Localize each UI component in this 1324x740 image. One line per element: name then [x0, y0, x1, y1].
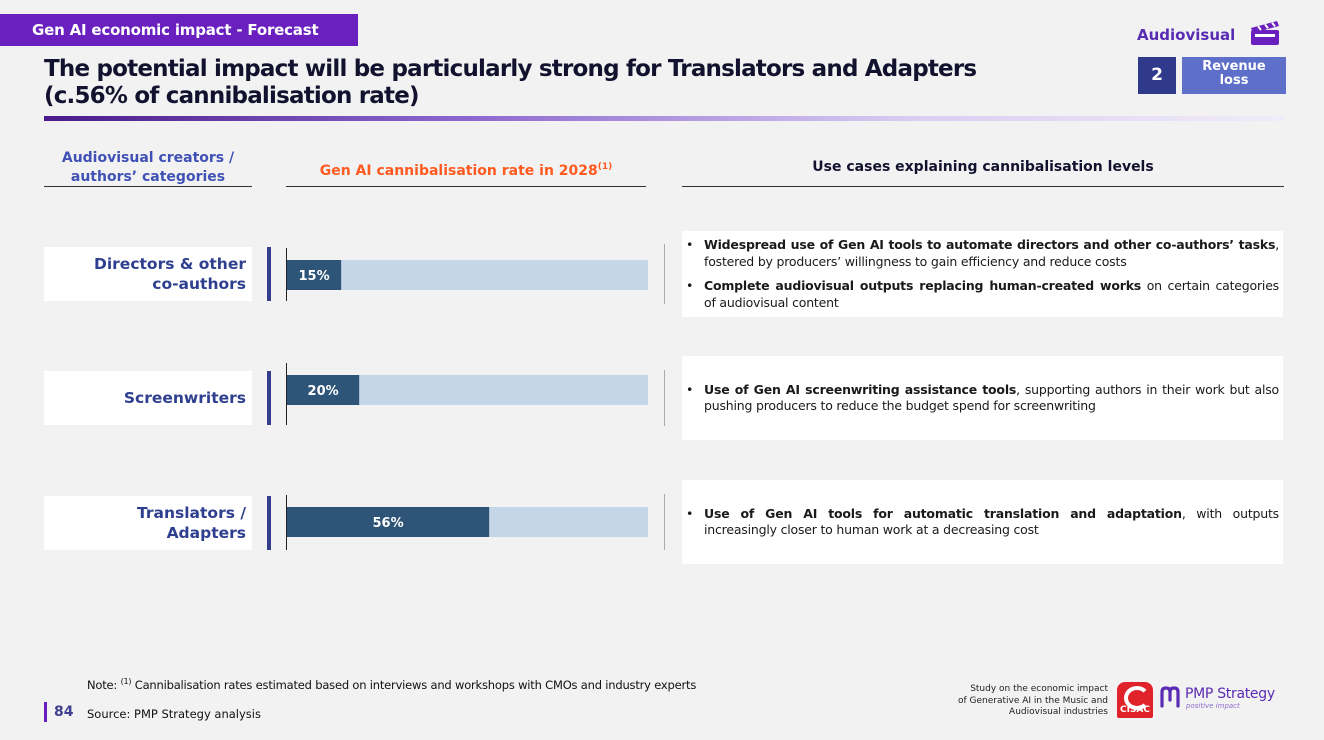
- use-case-text: on certain categories of audiovisual con…: [704, 278, 1279, 310]
- use-cases-column-header: Use cases explaining cannibalisation lev…: [812, 159, 1154, 175]
- category-accent-bar: [267, 371, 271, 425]
- clapperboard-icon: [1251, 21, 1279, 45]
- category-translators: Translators / Adapters: [44, 496, 252, 550]
- sector-label: Audiovisual: [1137, 26, 1236, 44]
- use-case-item: Use of Gen AI tools for automatic transl…: [686, 505, 1279, 539]
- category-accent-bar: [267, 247, 271, 301]
- step-label-line-1: Revenue: [1202, 59, 1266, 74]
- use-case-bold: Use of Gen AI tools for automatic transl…: [704, 505, 1182, 521]
- use-case-bold: Use of Gen AI screenwriting assistance t…: [704, 381, 1017, 397]
- bar-axis: [286, 363, 287, 425]
- use-cases-header-rule: [682, 186, 1284, 187]
- rate-header-text: Gen AI cannibalisation rate in 2028: [319, 163, 598, 179]
- source: Source: PMP Strategy analysis: [87, 707, 261, 721]
- pmp-logo-mark-icon: [1160, 686, 1180, 708]
- use-case-bold: Complete audiovisual outputs replacing h…: [704, 278, 1142, 293]
- use-cases-translators: Use of Gen AI tools for automatic transl…: [682, 480, 1283, 564]
- categories-header-rule: [44, 186, 252, 187]
- use-case-item: Widespread use of Gen AI tools to automa…: [686, 237, 1279, 270]
- pmp-logo: PMP Strategy: [1185, 686, 1275, 702]
- category-screenwriters: Screenwriters: [44, 371, 252, 425]
- step-label-line-2: loss: [1219, 73, 1249, 88]
- page-title: The potential impact will be particularl…: [44, 56, 1064, 110]
- bar: [287, 375, 360, 405]
- step-number: 2: [1138, 57, 1176, 94]
- bar: [287, 260, 342, 290]
- page-number: 84: [54, 704, 74, 720]
- bar-end-tick: [664, 494, 665, 550]
- bar-value-label: 15%: [299, 269, 330, 284]
- categories-header-line-2: authors’ categories: [70, 169, 226, 185]
- section-tag: Gen AI economic impact - Forecast: [0, 14, 358, 46]
- rate-column-header: Gen AI cannibalisation rate in 2028(1): [286, 158, 646, 181]
- category-line-1: Directors & other: [93, 255, 246, 273]
- page-number-accent: [44, 702, 47, 722]
- category-line-2: Adapters: [166, 524, 246, 542]
- use-case-text: , with outputs increasingly closer to hu…: [704, 505, 1279, 538]
- title-line-2: (c.56% of cannibalisation rate): [44, 83, 420, 109]
- bar-end-tick: [664, 370, 665, 426]
- footnote: Note: (1) Cannibalisation rates estimate…: [87, 677, 696, 692]
- rate-header-rule: [286, 186, 646, 187]
- use-case-item: Complete audiovisual outputs replacing h…: [686, 278, 1279, 311]
- note-text: Cannibalisation rates estimated based on…: [131, 678, 697, 692]
- title-line-1: The potential impact will be particularl…: [44, 56, 977, 82]
- pmp-tagline: positive impact: [1186, 702, 1240, 710]
- use-case-bold: Widespread use of Gen AI tools to automa…: [704, 237, 1276, 252]
- study-line-3: Audiovisual industries: [1009, 707, 1108, 717]
- use-cases-screenwriters: Use of Gen AI screenwriting assistance t…: [682, 356, 1283, 440]
- category-line-1: Screenwriters: [123, 389, 246, 407]
- bar-value-label: 20%: [308, 384, 339, 399]
- use-case-text: , fostered by producers’ willingness to …: [704, 237, 1279, 269]
- cisac-logo: CISAC: [1117, 682, 1153, 718]
- use-case-text: , supporting authors in their work but a…: [704, 381, 1279, 414]
- study-line-2: of Generative AI in the Music and: [957, 695, 1108, 706]
- category-line-1: Translators /: [137, 504, 246, 522]
- bar-axis: [286, 248, 287, 301]
- category-directors: Directors & other co-authors: [44, 247, 252, 301]
- use-case-item: Use of Gen AI screenwriting assistance t…: [686, 381, 1279, 415]
- study-line-1: Study on the economic impact: [970, 684, 1108, 694]
- bar: [287, 507, 490, 537]
- bar-track: [287, 260, 648, 290]
- step-label: Revenue loss: [1182, 57, 1286, 94]
- use-cases-directors: Widespread use of Gen AI tools to automa…: [682, 231, 1283, 317]
- note-prefix: Note:: [87, 678, 121, 692]
- bar-end-tick: [664, 244, 665, 304]
- bar-axis: [286, 495, 287, 550]
- note-mark: (1): [120, 677, 132, 686]
- categories-header-line-1: Audiovisual creators /: [61, 150, 235, 166]
- category-line-2: co-authors: [152, 275, 246, 293]
- bar-value-label: 56%: [373, 516, 404, 531]
- rate-header-footnote: (1): [597, 162, 613, 172]
- study-caption: Study on the economic impact of Generati…: [930, 684, 1108, 719]
- categories-column-header: Audiovisual creators / authors’ categori…: [44, 149, 252, 187]
- title-underline: [44, 116, 1284, 121]
- category-accent-bar: [267, 496, 271, 550]
